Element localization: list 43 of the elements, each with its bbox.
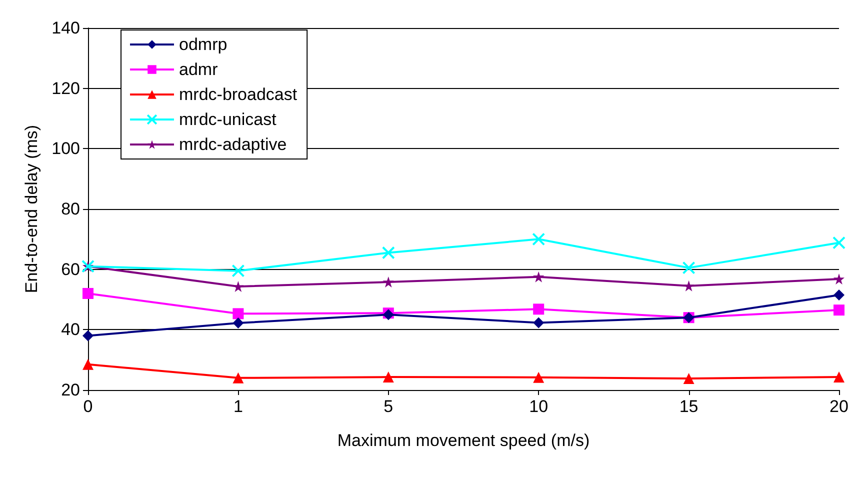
point — [683, 280, 694, 292]
point — [82, 288, 94, 299]
legend-label: odmrp — [179, 35, 228, 54]
y-tick-label: 40 — [61, 320, 80, 340]
legend-label: mrdc-adaptive — [179, 135, 287, 154]
x-tick-label: 5 — [384, 397, 394, 416]
point — [683, 373, 694, 384]
point — [232, 308, 244, 320]
legend-label: mrdc-unicast — [179, 110, 277, 129]
y-tick-label: 20 — [61, 380, 80, 400]
y-tick-label: 140 — [52, 18, 80, 38]
point — [682, 261, 696, 274]
legend-label: mrdc-broadcast — [179, 85, 298, 104]
point — [232, 372, 244, 384]
point — [382, 276, 394, 288]
point — [532, 232, 546, 246]
point — [232, 264, 245, 278]
point — [382, 372, 394, 383]
y-axis-title: End-to-end delay (ms) — [22, 124, 41, 294]
x-tick-label: 15 — [679, 397, 698, 416]
y-tick-label: 60 — [61, 260, 80, 279]
y-tick-label: 100 — [52, 139, 80, 158]
x-tick-label: 1 — [233, 397, 243, 416]
point — [82, 358, 94, 370]
x-tick-label: 20 — [830, 397, 848, 416]
x-axis-title: Maximum movement speed (m/s) — [337, 431, 590, 450]
y-tick-label: 120 — [52, 78, 80, 98]
point — [533, 304, 544, 315]
legend-label: admr — [179, 60, 218, 79]
point — [533, 271, 544, 282]
point — [834, 273, 844, 284]
point — [82, 330, 94, 342]
point — [832, 236, 846, 250]
point — [834, 304, 844, 316]
point — [382, 246, 395, 260]
point — [834, 289, 844, 300]
point — [232, 318, 244, 329]
point — [834, 372, 844, 383]
y-tick-label: 80 — [61, 200, 80, 218]
point — [533, 372, 544, 383]
x-tick-label: 0 — [83, 397, 93, 416]
x-tick-label: 10 — [529, 397, 548, 416]
point — [533, 317, 544, 328]
